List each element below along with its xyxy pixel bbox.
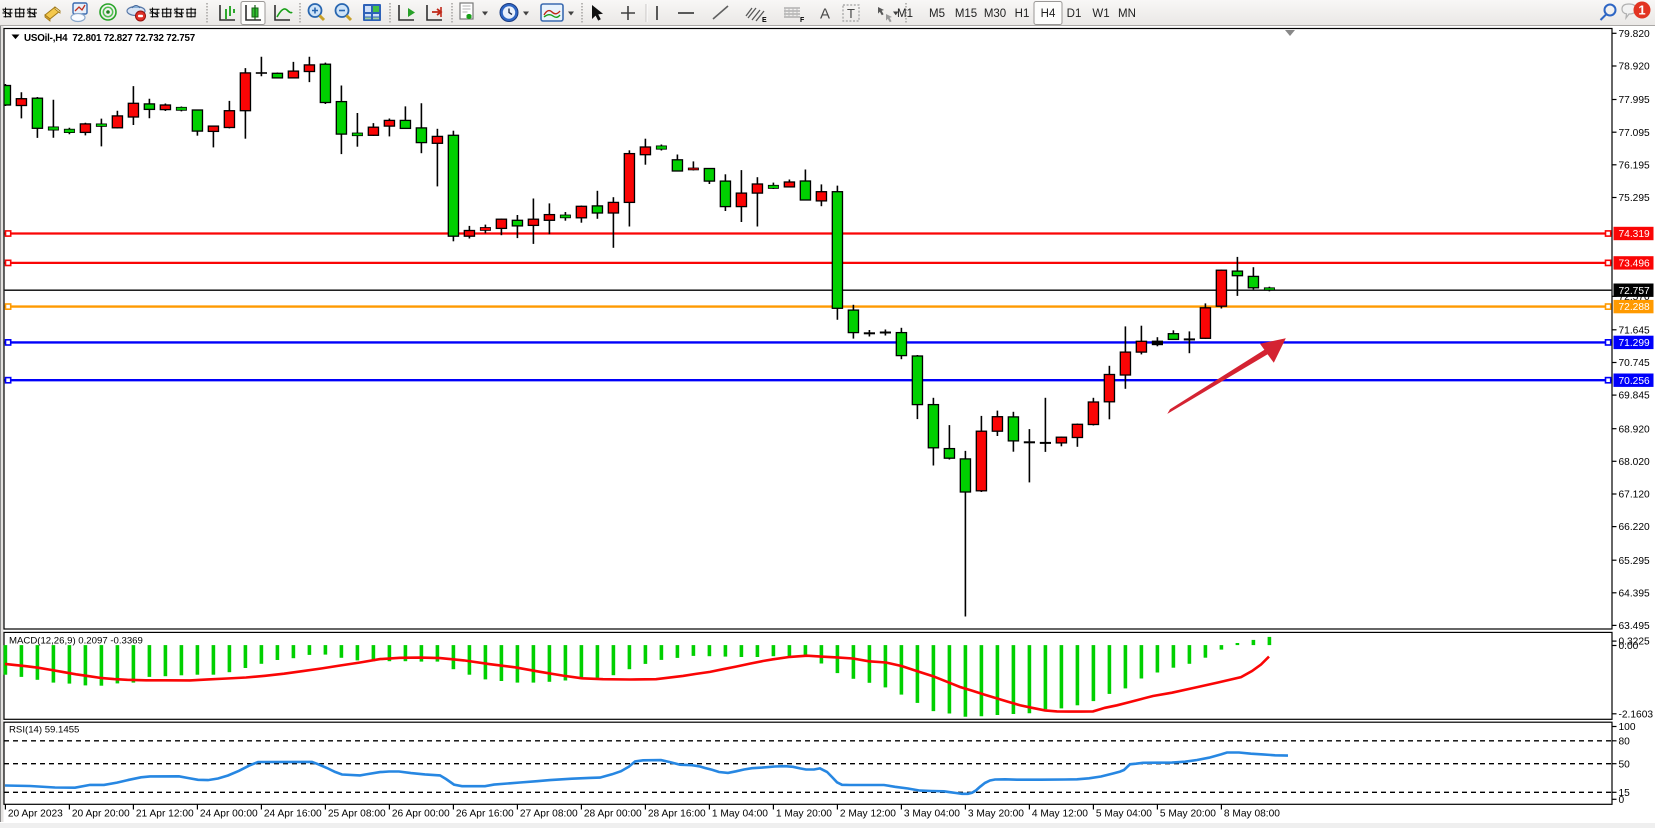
svg-text:50: 50 <box>1619 759 1631 770</box>
svg-text:28 Apr 00:00: 28 Apr 00:00 <box>584 809 642 820</box>
svg-text:21 Apr 12:00: 21 Apr 12:00 <box>136 809 194 820</box>
svg-text:E: E <box>762 17 767 24</box>
svg-text:20 Apr 2023: 20 Apr 2023 <box>8 809 63 820</box>
svg-text:MN: MN <box>1118 8 1136 20</box>
svg-text:20 Apr 20:00: 20 Apr 20:00 <box>72 809 130 820</box>
svg-text:M1: M1 <box>897 8 913 20</box>
svg-text:5 May 04:00: 5 May 04:00 <box>1096 809 1152 820</box>
svg-text:M30: M30 <box>984 8 1006 20</box>
svg-text:0: 0 <box>1619 795 1625 806</box>
svg-text:M15: M15 <box>955 8 977 20</box>
svg-text:15: 15 <box>1619 788 1631 799</box>
svg-text:77.095: 77.095 <box>1619 128 1650 139</box>
svg-text:T: T <box>847 6 855 21</box>
svg-text:3 May 04:00: 3 May 04:00 <box>904 809 960 820</box>
svg-text:64.395: 64.395 <box>1619 588 1650 599</box>
svg-text:72.288: 72.288 <box>1619 302 1650 313</box>
svg-text:3 May 20:00: 3 May 20:00 <box>968 809 1024 820</box>
svg-text:74.319: 74.319 <box>1619 229 1650 240</box>
svg-text:1: 1 <box>1638 3 1645 18</box>
svg-text:63.495: 63.495 <box>1619 621 1650 632</box>
svg-text:67.120: 67.120 <box>1619 490 1650 501</box>
svg-text:72.757: 72.757 <box>1619 286 1650 297</box>
svg-text:71.299: 71.299 <box>1619 338 1650 349</box>
svg-text:4 May 12:00: 4 May 12:00 <box>1032 809 1088 820</box>
svg-text:69.845: 69.845 <box>1619 391 1650 402</box>
svg-text:F: F <box>800 17 805 24</box>
svg-text:A: A <box>820 6 830 23</box>
svg-text:26 Apr 00:00: 26 Apr 00:00 <box>392 809 450 820</box>
svg-text:66.220: 66.220 <box>1619 522 1650 533</box>
svg-text:0.00: 0.00 <box>1619 641 1639 652</box>
svg-text:77.995: 77.995 <box>1619 95 1650 106</box>
svg-text:MACD(12,26,9) 0.2097 -0.3369: MACD(12,26,9) 0.2097 -0.3369 <box>9 636 143 647</box>
svg-text:27 Apr 08:00: 27 Apr 08:00 <box>520 809 578 820</box>
svg-text:-2.1603: -2.1603 <box>1619 709 1654 720</box>
svg-text:78.920: 78.920 <box>1619 62 1650 73</box>
svg-text:H1: H1 <box>1015 8 1030 20</box>
svg-text:2 May 12:00: 2 May 12:00 <box>840 809 896 820</box>
svg-text:8 May 08:00: 8 May 08:00 <box>1224 809 1280 820</box>
svg-text:70.745: 70.745 <box>1619 358 1650 369</box>
svg-text:80: 80 <box>1619 736 1631 747</box>
svg-text:W1: W1 <box>1092 8 1109 20</box>
svg-text:24 Apr 16:00: 24 Apr 16:00 <box>264 809 322 820</box>
svg-text:25 Apr 08:00: 25 Apr 08:00 <box>328 809 386 820</box>
svg-text:1 May 04:00: 1 May 04:00 <box>712 809 768 820</box>
svg-text:65.295: 65.295 <box>1619 556 1650 567</box>
svg-text:RSI(14) 59.1455: RSI(14) 59.1455 <box>9 725 79 736</box>
svg-text:79.820: 79.820 <box>1619 29 1650 40</box>
svg-text:68.020: 68.020 <box>1619 457 1650 468</box>
svg-text:68.920: 68.920 <box>1619 424 1650 435</box>
svg-text:1 May 20:00: 1 May 20:00 <box>776 809 832 820</box>
svg-text:100: 100 <box>1619 722 1636 733</box>
svg-text:0.3225: 0.3225 <box>1619 637 1650 648</box>
svg-text:70.256: 70.256 <box>1619 376 1650 387</box>
svg-text:76.195: 76.195 <box>1619 160 1650 171</box>
svg-text:28 Apr 16:00: 28 Apr 16:00 <box>648 809 706 820</box>
svg-text:26 Apr 16:00: 26 Apr 16:00 <box>456 809 514 820</box>
svg-text:75.295: 75.295 <box>1619 193 1650 204</box>
svg-text:71.645: 71.645 <box>1619 325 1650 336</box>
svg-text:H4: H4 <box>1041 8 1056 20</box>
svg-text:5 May 20:00: 5 May 20:00 <box>1160 809 1216 820</box>
svg-text:USOil-,H4 72.801 72.827 72.73: USOil-,H4 72.801 72.827 72.732 72.757 <box>24 33 196 44</box>
svg-text:73.496: 73.496 <box>1619 259 1650 270</box>
svg-text:72.570: 72.570 <box>1619 292 1650 303</box>
svg-text:24 Apr 00:00: 24 Apr 00:00 <box>200 809 258 820</box>
svg-text:M5: M5 <box>929 8 945 20</box>
svg-text:D1: D1 <box>1067 8 1082 20</box>
